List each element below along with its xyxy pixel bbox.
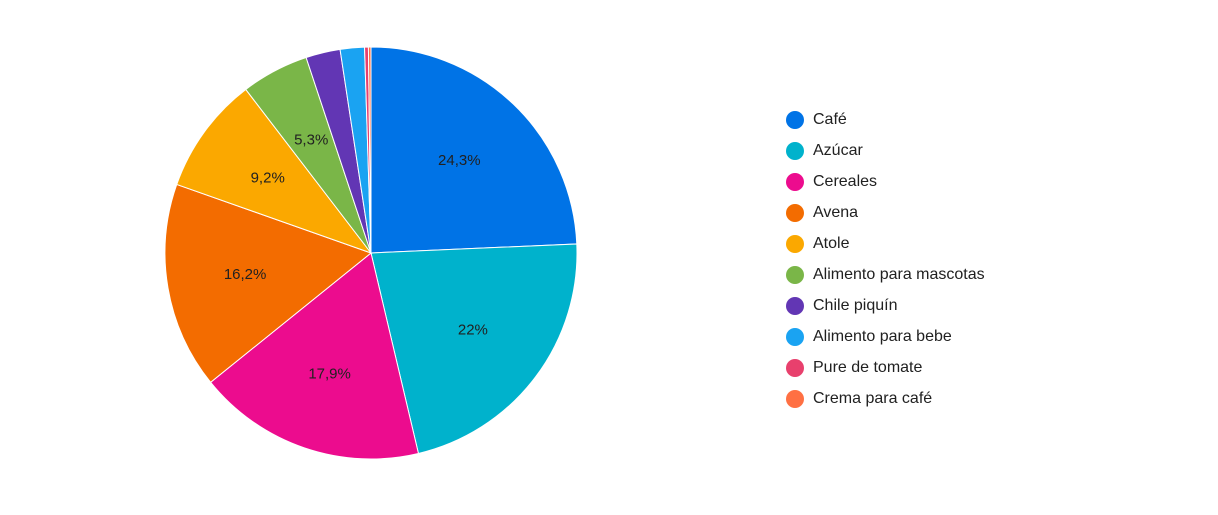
legend-swatch-icon [786,110,804,129]
pie-slice-4[interactable] [176,88,373,255]
legend-item-7[interactable]: Alimento para bebe [786,321,985,352]
legend-label: Pure de tomate [813,358,923,376]
legend-swatch-icon [786,203,804,222]
legend-swatch-icon [786,265,804,284]
legend-label: Alimento para mascotas [813,265,985,283]
legend-label: Atole [813,234,850,252]
legend-item-3[interactable]: Avena [786,197,985,228]
chart-legend: Café Azúcar Cereales Avena Atole Alimento par… [786,104,985,414]
pie-slice-3[interactable] [164,183,373,384]
legend-swatch-icon [786,172,804,191]
legend-label: Alimento para bebe [813,327,952,345]
pie-slice-0[interactable] [370,46,578,254]
slice-label-3: 16,2% [224,266,267,283]
legend-item-1[interactable]: Azúcar [786,135,985,166]
legend-item-2[interactable]: Cereales [786,166,985,197]
legend-label: Café [813,110,847,128]
legend-swatch-icon [786,327,804,346]
slice-label-4: 9,2% [251,169,285,186]
legend-item-4[interactable]: Atole [786,228,985,259]
legend-label: Cereales [813,172,878,190]
pie-slice-2[interactable] [209,252,420,460]
legend-item-9[interactable]: Crema para café [786,383,985,414]
slice-label-1: 22% [458,322,488,339]
legend-label: Azúcar [813,141,863,159]
legend-item-5[interactable]: Alimento para mascotas [786,259,985,290]
legend-swatch-icon [786,389,804,408]
legend-label: Avena [813,203,859,221]
legend-swatch-icon [786,296,804,315]
legend-swatch-icon [786,358,804,377]
legend-swatch-icon [786,141,804,160]
legend-label: Crema para café [813,389,933,407]
legend-swatch-icon [786,234,804,253]
legend-item-6[interactable]: Chile piquín [786,290,985,321]
slice-label-5: 5,3% [294,132,328,149]
legend-label: Chile piquín [813,296,898,314]
legend-item-8[interactable]: Pure de tomate [786,352,985,383]
pie-slice-9[interactable] [367,46,372,254]
slice-label-0: 24,3% [438,152,481,169]
pie-slice-1[interactable] [370,243,578,455]
legend-item-0[interactable]: Café [786,104,985,135]
slice-label-2: 17,9% [308,365,351,382]
